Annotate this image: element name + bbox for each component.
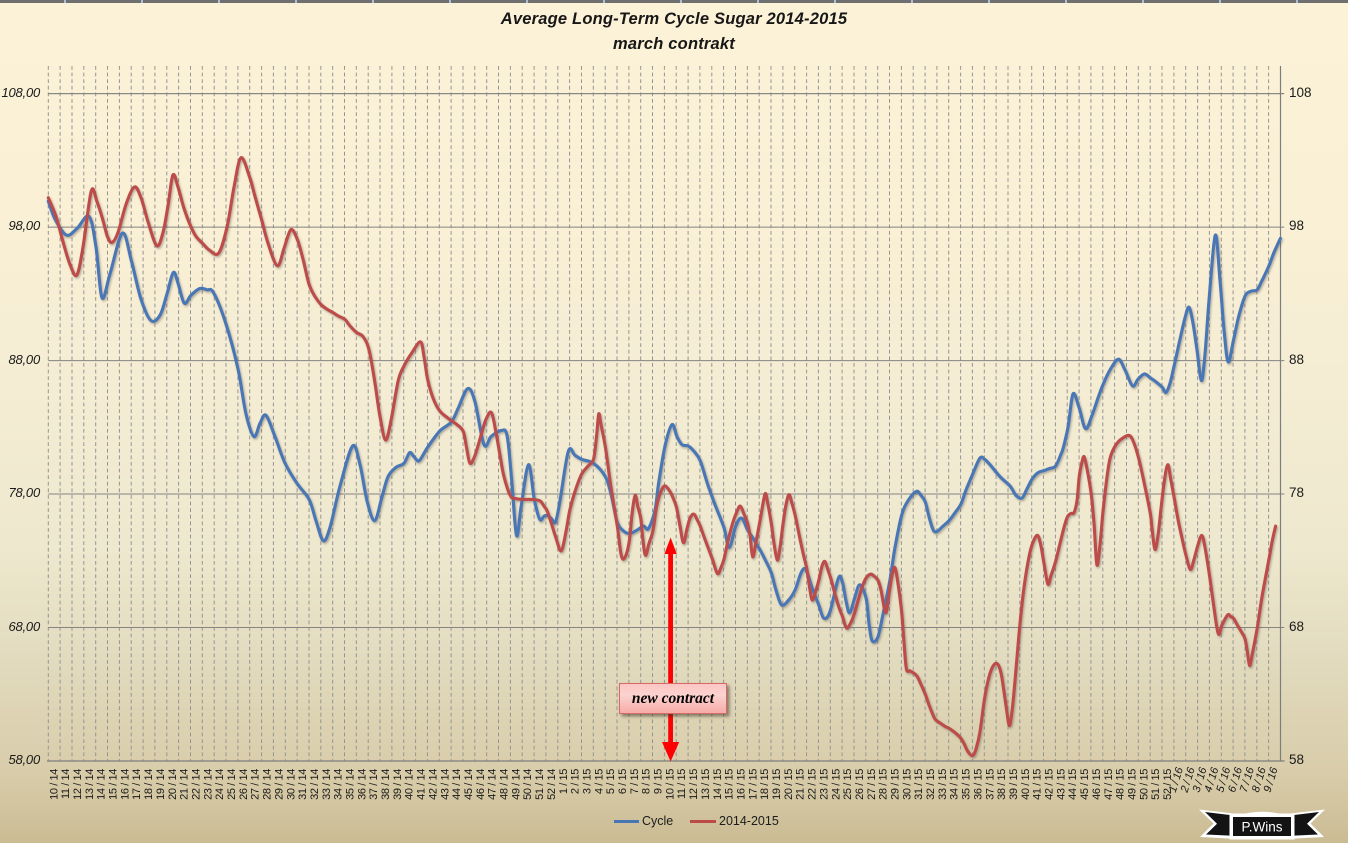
- svg-text:47 / 14: 47 / 14: [487, 769, 499, 800]
- svg-text:30 / 14: 30 / 14: [285, 769, 297, 800]
- svg-text:39 / 15: 39 / 15: [1008, 769, 1020, 800]
- svg-text:34 / 14: 34 / 14: [333, 769, 345, 800]
- svg-text:28 / 15: 28 / 15: [878, 769, 890, 800]
- svg-text:48 / 15: 48 / 15: [1115, 769, 1127, 800]
- svg-text:39 / 14: 39 / 14: [392, 769, 404, 800]
- svg-text:35 / 15: 35 / 15: [961, 769, 973, 800]
- svg-text:43 / 14: 43 / 14: [439, 769, 451, 800]
- svg-text:16 / 14: 16 / 14: [119, 769, 131, 800]
- svg-text:52 / 14: 52 / 14: [546, 769, 558, 800]
- svg-text:31 / 14: 31 / 14: [297, 769, 309, 800]
- svg-text:10 / 15: 10 / 15: [664, 769, 676, 800]
- svg-text:44 / 15: 44 / 15: [1067, 769, 1079, 800]
- svg-text:17 / 14: 17 / 14: [131, 769, 143, 800]
- svg-text:1 / 15: 1 / 15: [558, 769, 570, 794]
- svg-text:18 / 14: 18 / 14: [143, 769, 155, 800]
- svg-text:41 / 14: 41 / 14: [416, 769, 428, 800]
- svg-text:16 / 15: 16 / 15: [736, 769, 748, 800]
- svg-text:18 / 15: 18 / 15: [759, 769, 771, 800]
- svg-text:37 / 15: 37 / 15: [984, 769, 996, 800]
- svg-text:32 / 14: 32 / 14: [309, 769, 321, 800]
- svg-text:46 / 15: 46 / 15: [1091, 769, 1103, 800]
- svg-text:44 / 14: 44 / 14: [451, 769, 463, 800]
- svg-text:8 / 15: 8 / 15: [641, 769, 653, 794]
- svg-text:32 / 15: 32 / 15: [925, 769, 937, 800]
- svg-text:52 / 15: 52 / 15: [1162, 769, 1174, 800]
- svg-text:38 / 15: 38 / 15: [996, 769, 1008, 800]
- svg-text:47 / 15: 47 / 15: [1103, 769, 1115, 800]
- svg-text:40 / 15: 40 / 15: [1020, 769, 1032, 800]
- svg-text:22 / 15: 22 / 15: [807, 769, 819, 800]
- svg-text:29 / 15: 29 / 15: [890, 769, 902, 800]
- svg-text:49 / 14: 49 / 14: [510, 769, 522, 800]
- svg-text:11 / 14: 11 / 14: [60, 769, 72, 799]
- svg-text:24 / 15: 24 / 15: [830, 769, 842, 800]
- svg-text:25 / 14: 25 / 14: [226, 769, 238, 800]
- svg-text:P.Wins: P.Wins: [1241, 820, 1282, 835]
- svg-text:12 / 14: 12 / 14: [72, 769, 84, 800]
- svg-text:35 / 14: 35 / 14: [345, 769, 357, 800]
- svg-text:48 / 14: 48 / 14: [499, 769, 511, 800]
- svg-text:29 / 14: 29 / 14: [273, 769, 285, 800]
- svg-text:7 / 15: 7 / 15: [629, 769, 641, 794]
- svg-text:20 / 14: 20 / 14: [167, 769, 179, 800]
- svg-text:51 / 14: 51 / 14: [534, 769, 546, 800]
- svg-text:23 / 14: 23 / 14: [202, 769, 214, 800]
- svg-text:23 / 15: 23 / 15: [818, 769, 830, 800]
- svg-text:13 / 14: 13 / 14: [84, 769, 96, 800]
- svg-text:25 / 15: 25 / 15: [842, 769, 854, 800]
- svg-text:15 / 14: 15 / 14: [108, 769, 120, 800]
- svg-text:5 / 15: 5 / 15: [605, 769, 617, 794]
- svg-text:2 / 15: 2 / 15: [570, 769, 582, 794]
- svg-text:45 / 14: 45 / 14: [463, 769, 475, 800]
- svg-text:12 / 15: 12 / 15: [688, 769, 700, 800]
- svg-text:24 / 14: 24 / 14: [214, 769, 226, 800]
- svg-text:38 / 14: 38 / 14: [380, 769, 392, 800]
- svg-text:21 / 15: 21 / 15: [795, 769, 807, 800]
- svg-text:30 / 15: 30 / 15: [901, 769, 913, 800]
- svg-text:50 / 15: 50 / 15: [1138, 769, 1150, 800]
- svg-text:40 / 14: 40 / 14: [404, 769, 416, 800]
- svg-text:4 / 15: 4 / 15: [593, 769, 605, 794]
- svg-text:19 / 14: 19 / 14: [155, 769, 167, 800]
- svg-text:43 / 15: 43 / 15: [1055, 769, 1067, 800]
- svg-text:6 / 15: 6 / 15: [617, 769, 629, 794]
- svg-text:26 / 15: 26 / 15: [854, 769, 866, 800]
- svg-text:3 / 15: 3 / 15: [582, 769, 594, 794]
- svg-text:15 / 15: 15 / 15: [724, 769, 736, 800]
- svg-text:27 / 14: 27 / 14: [250, 769, 262, 800]
- svg-text:14 / 15: 14 / 15: [712, 769, 724, 800]
- svg-text:42 / 15: 42 / 15: [1044, 769, 1056, 800]
- svg-text:13 / 15: 13 / 15: [700, 769, 712, 800]
- svg-text:31 / 15: 31 / 15: [913, 769, 925, 800]
- svg-text:46 / 14: 46 / 14: [475, 769, 487, 800]
- svg-text:50 / 14: 50 / 14: [522, 769, 534, 800]
- svg-text:9 / 15: 9 / 15: [653, 769, 665, 794]
- svg-text:19 / 15: 19 / 15: [771, 769, 783, 800]
- svg-text:33 / 15: 33 / 15: [937, 769, 949, 800]
- svg-text:22 / 14: 22 / 14: [191, 769, 203, 800]
- svg-text:36 / 15: 36 / 15: [972, 769, 984, 800]
- svg-text:36 / 14: 36 / 14: [356, 769, 368, 800]
- svg-text:26 / 14: 26 / 14: [238, 769, 250, 800]
- svg-text:14 / 14: 14 / 14: [96, 769, 108, 800]
- svg-text:11 / 15: 11 / 15: [676, 769, 688, 799]
- svg-text:28 / 14: 28 / 14: [262, 769, 274, 800]
- svg-text:51 / 15: 51 / 15: [1150, 769, 1162, 800]
- svg-text:45 / 15: 45 / 15: [1079, 769, 1091, 800]
- svg-text:37 / 14: 37 / 14: [368, 769, 380, 800]
- svg-text:49 / 15: 49 / 15: [1127, 769, 1139, 800]
- svg-text:42 / 14: 42 / 14: [427, 769, 439, 800]
- svg-text:10 / 14: 10 / 14: [48, 769, 60, 800]
- svg-text:41 / 15: 41 / 15: [1032, 769, 1044, 800]
- svg-text:17 / 15: 17 / 15: [747, 769, 759, 800]
- svg-text:34 / 15: 34 / 15: [949, 769, 961, 800]
- svg-text:27 / 15: 27 / 15: [866, 769, 878, 800]
- svg-text:20 / 15: 20 / 15: [783, 769, 795, 800]
- svg-text:33 / 14: 33 / 14: [321, 769, 333, 800]
- svg-text:21 / 14: 21 / 14: [179, 769, 191, 800]
